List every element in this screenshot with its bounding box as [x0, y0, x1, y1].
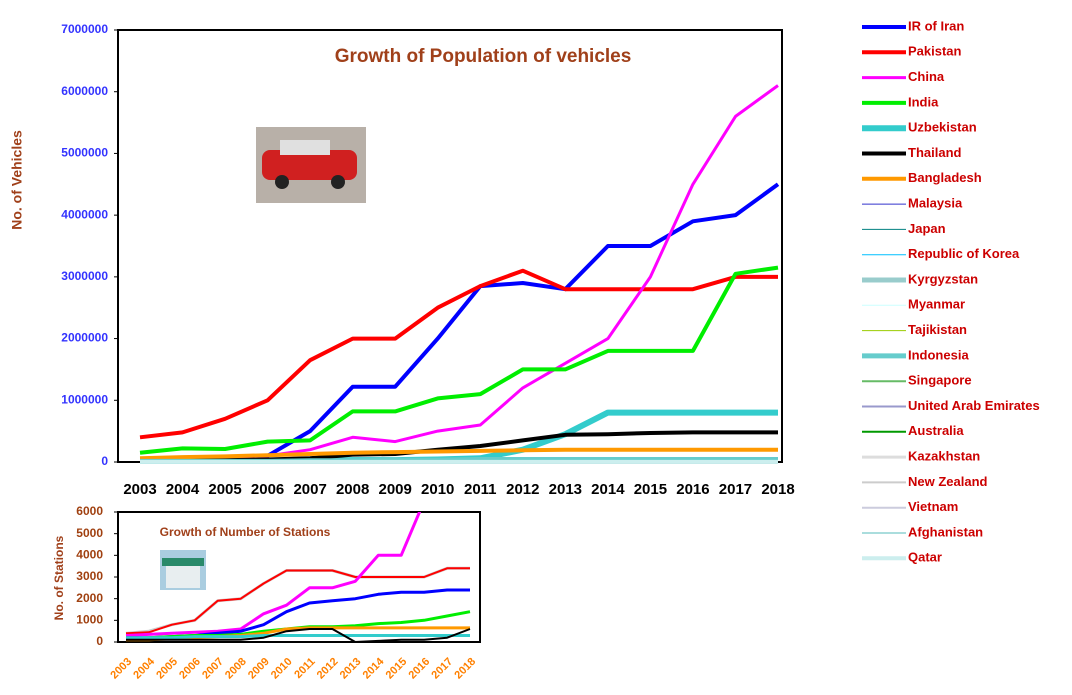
legend-label: Vietnam [908, 499, 958, 514]
x-tick-label: 2013 [549, 481, 582, 498]
series-line [140, 413, 778, 462]
y-tick-label: 7000000 [61, 22, 108, 36]
y-tick-label: 2000 [76, 591, 103, 605]
x-tick-label: 2011 [292, 656, 317, 681]
y-axis-label: No. of Vehicles [9, 130, 25, 230]
legend-label: Myanmar [908, 297, 965, 312]
y-tick-label: 0 [96, 634, 103, 648]
x-tick-label: 2017 [719, 481, 752, 498]
x-tick-label: 2015 [384, 656, 410, 682]
legend-label: Australia [908, 423, 964, 438]
x-tick-label: 2016 [676, 481, 709, 498]
y-axis-label: No. of Stations [52, 535, 66, 620]
x-tick-label: 2010 [269, 656, 295, 682]
x-tick-label: 2012 [315, 656, 341, 682]
legend-label: Pakistan [908, 44, 962, 59]
x-tick-label: 2018 [761, 481, 794, 498]
x-tick-label: 2004 [131, 655, 157, 681]
x-tick-label: 2004 [166, 481, 200, 498]
legend-label: Qatar [908, 550, 942, 565]
legend-label: India [908, 94, 939, 109]
x-tick-label: 2005 [154, 656, 180, 682]
legend-label: Kyrgyzstan [908, 271, 978, 286]
y-tick-label: 5000 [76, 526, 103, 540]
y-tick-label: 3000000 [61, 269, 108, 283]
x-tick-label: 2010 [421, 481, 454, 498]
legend-label: Malaysia [908, 196, 963, 211]
y-tick-label: 1000 [76, 613, 103, 627]
y-tick-label: 6000 [76, 504, 103, 518]
x-tick-label: 2007 [200, 656, 226, 682]
legend-label: Thailand [908, 145, 962, 160]
series-line [140, 184, 778, 459]
y-tick-label: 4000000 [61, 207, 108, 221]
legend-label: Japan [908, 221, 946, 236]
y-tick-label: 6000000 [61, 84, 108, 98]
y-tick-label: 2000000 [61, 331, 108, 345]
x-tick-label: 2012 [506, 481, 539, 498]
x-tick-label: 2008 [336, 481, 369, 498]
y-tick-label: 5000000 [61, 146, 108, 160]
x-tick-label: 2014 [591, 481, 625, 498]
series-line [140, 86, 778, 459]
x-tick-label: 2016 [407, 656, 433, 682]
x-tick-label: 2003 [123, 481, 156, 498]
x-tick-label: 2006 [251, 481, 284, 498]
x-tick-label: 2006 [177, 656, 203, 682]
series-group [140, 86, 778, 462]
y-tick-label: 3000 [76, 569, 103, 583]
y-tick-label: 0 [101, 454, 108, 468]
x-tick-label: 2009 [379, 481, 412, 498]
car-photo [256, 127, 366, 203]
x-tick-label: 2018 [452, 656, 478, 682]
chart-title: Growth of Number of Stations [160, 525, 331, 539]
chart-title: Growth of Population of vehicles [335, 46, 632, 67]
legend-label: Singapore [908, 373, 972, 388]
x-tick-label: 2003 [108, 656, 134, 682]
legend-label: Republic of Korea [908, 246, 1020, 261]
x-tick-label: 2008 [223, 656, 249, 682]
legend-label: China [908, 69, 945, 84]
x-tick-label: 2017 [429, 656, 455, 682]
station-photo [160, 550, 206, 590]
x-tick-label: 2007 [293, 481, 326, 498]
y-tick-label: 1000000 [61, 392, 108, 406]
legend-label: IR of Iran [908, 18, 964, 33]
x-tick-label: 2009 [246, 656, 272, 682]
y-tick-label: 4000 [76, 548, 103, 562]
legend-label: Tajikistan [908, 322, 967, 337]
legend-label: Kazakhstan [908, 449, 980, 464]
legend-label: Bangladesh [908, 170, 982, 185]
x-tick-label: 2014 [361, 655, 387, 681]
x-tick-label: 2015 [634, 481, 667, 498]
legend-label: United Arab Emirates [908, 398, 1040, 413]
x-tick-label: 2005 [208, 481, 241, 498]
legend-label: New Zealand [908, 474, 988, 489]
x-tick-label: 2013 [338, 656, 364, 682]
legend-label: Uzbekistan [908, 120, 977, 135]
legend-label: Afghanistan [908, 524, 983, 539]
legend-label: Indonesia [908, 347, 969, 362]
chart: Growth of Population of vehicles No. of … [0, 0, 1072, 690]
x-tick-label: 2011 [464, 481, 497, 498]
